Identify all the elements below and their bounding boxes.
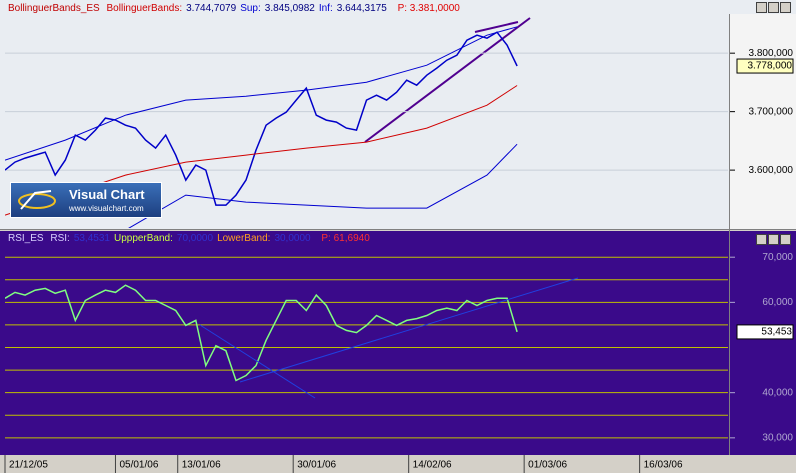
last-value-label: 3.778,000 xyxy=(748,61,793,72)
minimize-button[interactable] xyxy=(756,234,767,245)
band-value: 30,0000 xyxy=(274,233,311,244)
trendline xyxy=(199,324,316,399)
legend-value: 3.845,0982 xyxy=(264,3,315,14)
x-tick-label: 21/12/05 xyxy=(9,460,48,471)
last-value-box xyxy=(736,58,794,74)
y-tick-label: 3.800,000 xyxy=(749,48,794,59)
series-line xyxy=(5,284,518,382)
trendline xyxy=(239,277,579,383)
y-tick-label: 30,000 xyxy=(762,432,793,443)
legend-value: 3.644,3175 xyxy=(336,3,387,14)
rsi-header: RSI_ES RSI: 53,4531 UppperBand: 70,0000 Lowe… xyxy=(8,233,374,244)
legend-name: Inf: xyxy=(318,3,333,14)
header-extra: P: 3.381,0000 xyxy=(397,3,460,14)
price-title: BollinguerBands_ES xyxy=(8,3,100,14)
watermark-url: www.visualchart.com xyxy=(69,204,144,213)
band-value: 70,0000 xyxy=(176,233,214,244)
rsi-plot xyxy=(5,256,728,439)
band-name: UppperBand: xyxy=(113,233,173,244)
x-tick-label: 13/01/06 xyxy=(182,460,221,471)
price-header: BollinguerBands_ES BollinguerBands: 3.744… xyxy=(8,3,464,14)
watermark-title: Visual Chart xyxy=(69,187,145,202)
y-tick-label: 40,000 xyxy=(762,387,793,398)
maximize-button[interactable] xyxy=(768,234,779,245)
header-extra: P: 61,6940 xyxy=(321,233,370,244)
legend-value: 53,4531 xyxy=(73,233,110,244)
panel-rsi xyxy=(0,231,796,455)
legend: RSI: 53,4531 UppperBand: 70,0000 LowerBand: 3… xyxy=(50,233,314,244)
series-line xyxy=(5,31,518,206)
axes: 3.600,000 3.700,000 3.800,000 3.778,000 30,0… xyxy=(4,48,794,473)
watermark: Visual Chart www.visualchart.com xyxy=(10,182,162,218)
x-tick-label: 14/02/06 xyxy=(413,460,452,471)
last-value-label: 53,453 xyxy=(761,327,792,338)
y-tick-label: 3.700,000 xyxy=(749,106,794,117)
last-value-box xyxy=(736,324,794,340)
minimize-button[interactable] xyxy=(756,2,767,13)
price-axis-strip xyxy=(730,14,796,229)
legend-value: 3.744,7079 xyxy=(186,3,237,14)
rsi-title: RSI_ES xyxy=(8,233,44,244)
y-tick-label: 70,000 xyxy=(762,252,793,263)
y-tick-label: 3.600,000 xyxy=(749,165,794,176)
close-button[interactable] xyxy=(780,2,791,13)
series-line xyxy=(128,143,518,228)
x-tick-label: 01/03/06 xyxy=(528,460,567,471)
x-tick-label: 05/01/06 xyxy=(119,460,158,471)
legend-name: RSI: xyxy=(50,233,70,244)
logo-icon xyxy=(18,190,56,210)
legend-name: Sup: xyxy=(240,3,261,14)
trendline xyxy=(474,21,519,33)
y-tick-label: 60,000 xyxy=(762,297,793,308)
band-name: LowerBand: xyxy=(217,233,271,244)
rsi-overlay xyxy=(199,277,579,399)
x-axis-strip xyxy=(0,455,796,473)
series-line xyxy=(5,26,518,161)
legend: BollinguerBands: 3.744,7079 Sup: 3.845,0982… xyxy=(107,3,391,14)
close-button[interactable] xyxy=(780,234,791,245)
legend-name: BollinguerBands: xyxy=(106,3,183,14)
price-plot xyxy=(5,17,728,228)
maximize-button[interactable] xyxy=(768,2,779,13)
x-tick-label: 16/03/06 xyxy=(644,460,683,471)
x-tick-label: 30/01/06 xyxy=(297,460,336,471)
